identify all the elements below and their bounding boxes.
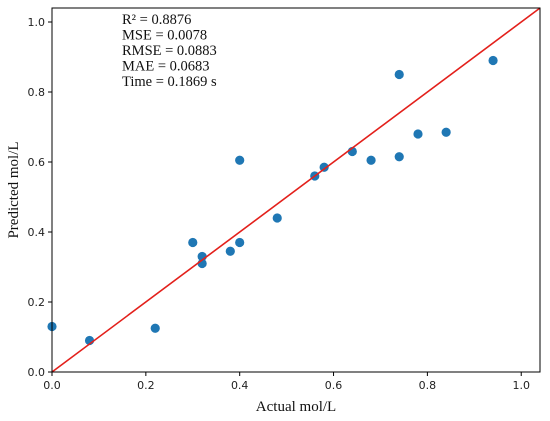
stats-line: RMSE = 0.0883 [122, 43, 217, 59]
x-tick-label: 0.8 [419, 379, 437, 392]
stats-line: Time = 0.1869 s [122, 74, 217, 90]
x-tick-label: 0.6 [325, 379, 343, 392]
data-point [441, 127, 451, 137]
reference-line [51, 7, 541, 373]
y-axis-label: Predicted mol/L [6, 141, 22, 238]
x-tick-label: 1.0 [512, 379, 530, 392]
data-point [413, 129, 423, 139]
data-point [235, 155, 245, 165]
data-point [394, 152, 404, 162]
plot-marks [47, 7, 541, 373]
data-point [225, 246, 235, 256]
data-point [488, 55, 498, 66]
y-tick-label: 0.0 [28, 366, 46, 379]
stats-line: MSE = 0.0078 [122, 28, 207, 44]
data-point [188, 237, 198, 248]
x-tick-label: 0.0 [43, 379, 61, 392]
x-axis-label: Actual mol/L [256, 399, 336, 415]
x-tick-label: 0.2 [137, 379, 155, 392]
stats-line: R² = 0.8876 [122, 12, 191, 28]
y-tick-label: 0.8 [28, 86, 46, 99]
axis-ticks: 0.0 0.2 0.4 0.6 0.8 1.0 0.0 0.2 0.4 0.6 0.8 1.0 [28, 16, 530, 392]
data-point [319, 162, 329, 172]
x-tick-label: 0.4 [231, 379, 249, 392]
data-point [150, 323, 160, 333]
y-tick-label: 1.0 [28, 16, 46, 29]
data-point [394, 69, 404, 80]
y-tick-label: 0.4 [28, 226, 46, 239]
data-point [272, 213, 282, 223]
stats-line: MAE = 0.0683 [122, 59, 210, 75]
y-tick-label: 0.2 [28, 296, 46, 309]
y-tick-label: 0.6 [28, 156, 46, 169]
plot-frame [51, 7, 541, 373]
data-point [235, 237, 245, 248]
data-point [366, 155, 376, 165]
